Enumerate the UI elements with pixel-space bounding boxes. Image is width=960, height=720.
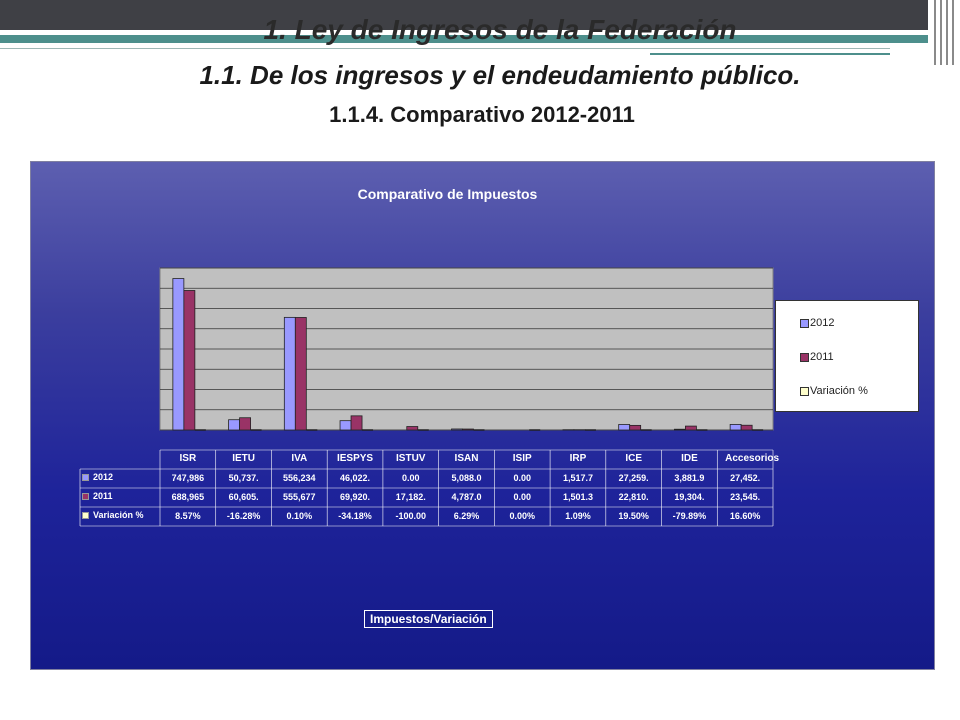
table-cell: 3,881.9: [674, 473, 705, 483]
legend-item-variacion: Variación %: [800, 385, 868, 397]
table-cell: 16.60%: [729, 511, 761, 521]
table-cell: 69,920.: [340, 492, 371, 502]
table-cell: 5,088.0: [451, 473, 482, 483]
table-cell: 50,737.: [228, 473, 259, 483]
table-cell: 556,234: [283, 473, 316, 483]
bar-2012-IESPYS: [339, 420, 352, 431]
top-accent-band: [0, 35, 930, 43]
table-cell: 8.57%: [175, 511, 201, 521]
legend-swatch-2011: [800, 353, 809, 362]
table-cell: 1.09%: [565, 511, 591, 521]
bar-2011-IVA: [294, 317, 307, 431]
bar-2012-ISAN: [451, 428, 463, 431]
table-cell: 0.10%: [286, 511, 313, 521]
table-row-swatch: [82, 493, 89, 501]
bar-2012-IDE: [674, 428, 686, 431]
legend-item-2012: 2012: [800, 317, 835, 329]
table-cell: 27,259.: [618, 473, 649, 483]
x-tick-IESPYS: IESPYS: [336, 453, 374, 464]
table-cell: 0.00: [513, 473, 531, 483]
decor-stripes: [928, 0, 960, 65]
bar-2011-IDE: [685, 425, 697, 431]
chart-title: Comparativo de Impuestos: [357, 186, 538, 202]
x-tick-ISAN: ISAN: [454, 453, 479, 464]
table-cell: 1,517.7: [562, 473, 593, 483]
decor-line-accent: [650, 53, 890, 55]
table-cell: 60,605.: [228, 492, 259, 502]
top-bar: [0, 0, 960, 30]
bar-2011-IETU: [239, 417, 251, 431]
table-cell: 27,452.: [730, 473, 761, 483]
table-cell: 747,986: [171, 473, 205, 483]
chart-legend: 2012 2011 Variación %: [775, 300, 919, 412]
decor-line: [0, 48, 890, 49]
table-cell: 0.00: [513, 492, 531, 502]
table-row-label: 2012: [82, 472, 162, 482]
bar-2012-IVA: [283, 316, 296, 431]
legend-label-2011: 2011: [810, 351, 834, 363]
table-cell: -79.89%: [672, 511, 707, 521]
legend-item-2011: 2011: [800, 351, 834, 363]
table-cell: 23,545.: [730, 492, 761, 502]
bar-2012-ICE: [618, 424, 631, 431]
table-cell: 0.00: [402, 473, 420, 483]
legend-swatch-2012: [800, 319, 809, 328]
bar-2011-ISR: [183, 290, 196, 431]
legend-label-2012: 2012: [810, 317, 835, 329]
bar-2012-Accesorios: [729, 424, 742, 431]
table-cell: 1,501.3: [562, 492, 593, 502]
table-cell: 17,182.: [395, 492, 426, 502]
table-cell: -100.00: [395, 511, 427, 521]
table-cell: 6.29%: [453, 511, 480, 521]
table-cell: 19,304.: [674, 492, 705, 502]
bar-2011-ICE: [629, 424, 642, 431]
slide-title: 1. Ley de Ingresos de la Federación: [263, 14, 737, 45]
table-cell: 19.50%: [618, 511, 649, 521]
table-row-label: 2011: [82, 491, 162, 501]
table-cell: -34.18%: [338, 511, 372, 521]
x-tick-IRP: IRP: [569, 453, 587, 464]
table-row-swatch: [82, 512, 89, 520]
bar-2011-ISTUV: [406, 426, 419, 431]
legend-swatch-variacion: [800, 387, 809, 396]
table-row-label-text: 2012: [93, 472, 114, 482]
table-cell: 555,677: [283, 492, 316, 502]
table-cell: 46,022.: [340, 473, 371, 483]
x-tick-ISIP: ISIP: [512, 453, 532, 464]
x-tick-IDE: IDE: [681, 453, 698, 464]
table-row-label-text: 2011: [93, 491, 113, 501]
x-tick-Accesorios: Accesorios: [725, 453, 780, 464]
bar-2011-Accesorios: [740, 424, 753, 431]
table-cell: 4,787.0: [451, 492, 482, 502]
table-cell: 688,965: [171, 492, 205, 502]
x-tick-ISTUV: ISTUV: [396, 453, 426, 464]
table-row-swatch: [82, 474, 89, 482]
bar-2011-IESPYS: [350, 415, 363, 431]
bar-2012-IETU: [228, 419, 240, 431]
legend-label-variacion: Variación %: [810, 385, 868, 397]
table-row-label: Variación %: [82, 510, 162, 520]
table-cell: -16.28%: [226, 511, 261, 521]
slide-subtitle: 1.1. De los ingresos y el endeudamiento …: [199, 60, 801, 90]
table-cell: 22,810.: [618, 492, 649, 502]
x-tick-IETU: IETU: [232, 453, 255, 464]
bar-2011-ISAN: [462, 428, 474, 431]
bar-2012-ISR: [172, 278, 185, 431]
x-tick-ICE: ICE: [625, 453, 642, 464]
slide-section-title: 1.1.4. Comparativo 2012-2011: [329, 102, 635, 127]
table-row-label-text: Variación %: [93, 510, 144, 520]
x-tick-IVA: IVA: [291, 453, 308, 464]
x-tick-ISR: ISR: [179, 453, 197, 464]
x-axis-label: Impuestos/Variación: [364, 610, 493, 628]
table-cell: 0.00%: [509, 511, 535, 521]
